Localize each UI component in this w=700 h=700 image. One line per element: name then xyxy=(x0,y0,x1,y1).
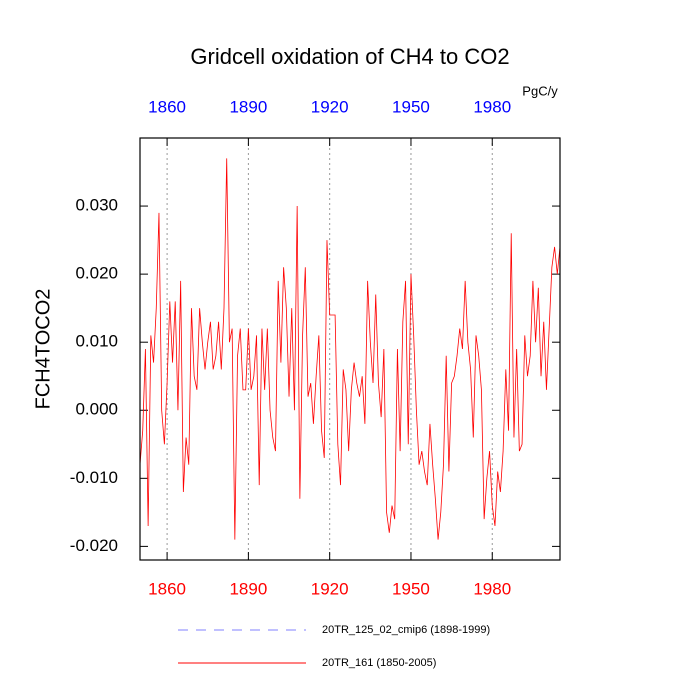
x-tick-label: 1890 xyxy=(229,579,267,598)
x-tick-label: 1950 xyxy=(392,579,430,598)
data-line xyxy=(139,158,561,540)
x-top-tick-label: 1950 xyxy=(392,97,430,116)
y-tick-label: 0.010 xyxy=(75,332,118,351)
legend-label: 20TR_125_02_cmip6 (1898-1999) xyxy=(322,624,490,636)
x-top-tick-label: 1920 xyxy=(311,97,349,116)
x-tick-label: 1860 xyxy=(148,579,186,598)
y-tick-label: -0.010 xyxy=(70,468,118,487)
y-axis-label: FCH4TOCO2 xyxy=(32,289,54,410)
units-label: PgC/y xyxy=(522,83,558,98)
y-tick-label: -0.020 xyxy=(70,536,118,555)
x-top-tick-label: 1860 xyxy=(148,97,186,116)
x-top-tick-label: 1890 xyxy=(229,97,267,116)
y-tick-label: 0.000 xyxy=(75,400,118,419)
legend-label: 20TR_161 (1850-2005) xyxy=(322,657,436,669)
x-top-tick-label: 1980 xyxy=(473,97,511,116)
plot-frame xyxy=(139,137,561,561)
y-tick-label: 0.020 xyxy=(75,264,118,283)
x-tick-label: 1980 xyxy=(473,579,511,598)
y-tick-label: 0.030 xyxy=(75,196,118,215)
chart-title: Gridcell oxidation of CH4 to CO2 xyxy=(190,44,509,69)
x-tick-label: 1920 xyxy=(311,579,349,598)
